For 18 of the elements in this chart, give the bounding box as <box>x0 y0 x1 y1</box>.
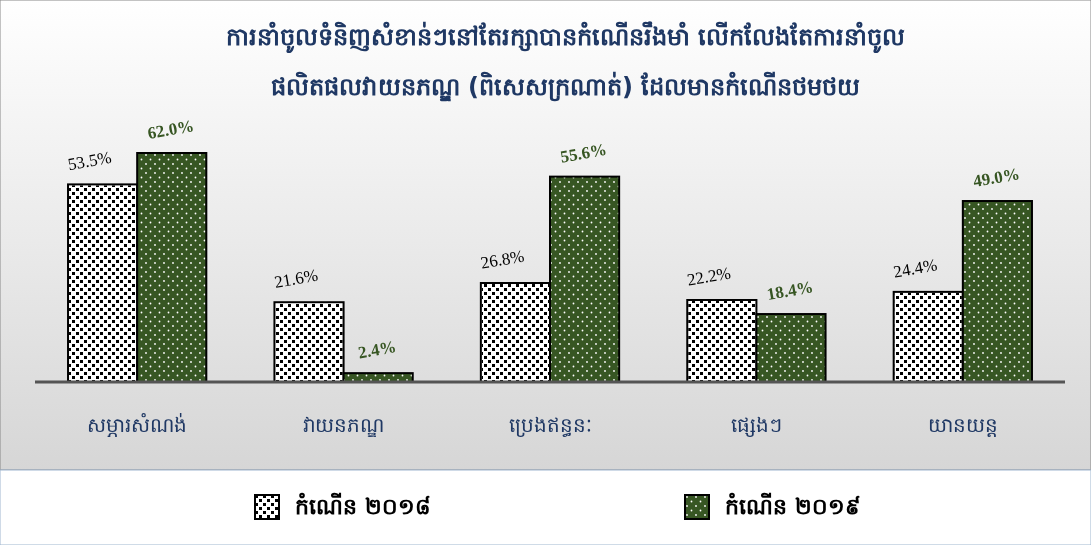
data-label: 2.4% <box>356 337 398 363</box>
x-tick-label: វាយនភណ្ឌ <box>303 413 385 437</box>
data-label: 21.6% <box>272 265 320 292</box>
x-tick-label: សម្ភារសំណង់ <box>87 412 188 437</box>
x-tick-label: ផ្សេងៗ <box>730 413 782 437</box>
data-label: 49.0% <box>971 164 1022 192</box>
data-label: 18.4% <box>765 277 815 305</box>
data-label: 24.4% <box>892 255 939 282</box>
data-label: 55.6% <box>558 139 609 167</box>
x-tick-label: ប្រេងឥន្ធនៈ <box>508 413 592 437</box>
data-label: 22.2% <box>685 263 733 290</box>
data-label: 53.5% <box>66 147 113 175</box>
data-label: 62.0% <box>146 116 196 143</box>
chart-title: ការនាំចូលទំនិញសំខាន់ៗនៅតែរក្សាបានកំណើនរឹងមាំ លើកលែងតែការនាំចូល ផលិតផលវាយនភណ្ឌ (ពិសេសក្រណាត់) ដែលមានកំណើនថមថយ <box>225 21 906 102</box>
legend-label: កំណើន ២០១៨ <box>295 492 431 519</box>
legend-label: កំណើន ២០១៩ <box>725 492 861 519</box>
x-tick-label: យានយន្ត <box>927 413 998 437</box>
data-label: 26.8% <box>479 246 526 273</box>
